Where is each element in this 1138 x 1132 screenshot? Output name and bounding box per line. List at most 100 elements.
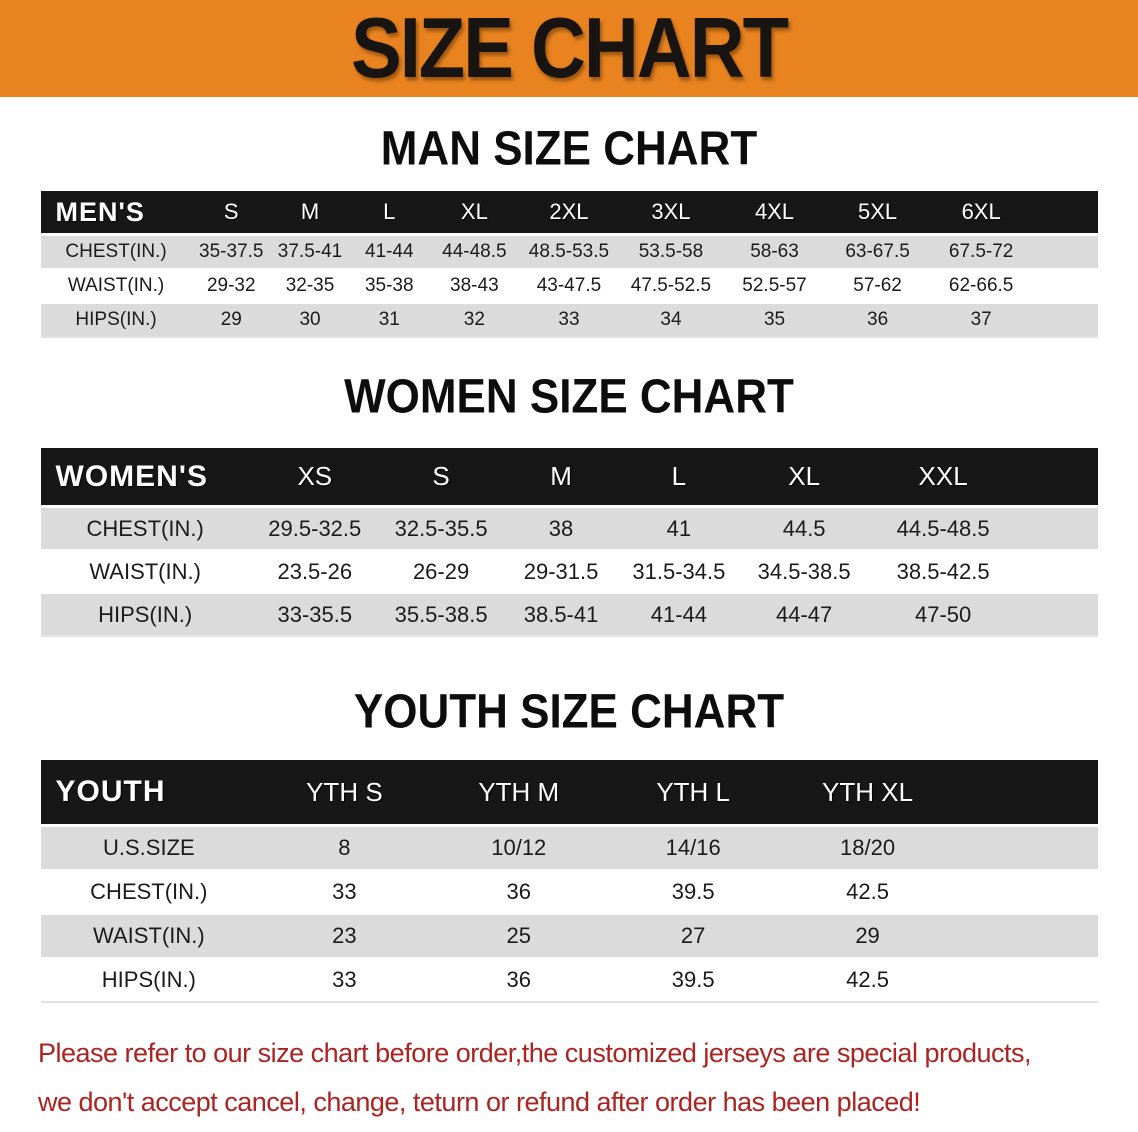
table-row: WAIST(IN.) 29-32 32-35 35-38 38-43 43-47.5 47.… [40, 270, 1098, 304]
measurement-value-cell: 35 [723, 304, 826, 338]
man-size-chart-section: MAN SIZE CHART MEN'S S M L XL 2XL 3XL 4XL 5XL 6XL C… [0, 121, 1138, 338]
measurement-value-cell: 41-44 [349, 236, 430, 270]
size-column-header: S [191, 191, 271, 236]
size-column-header: M [502, 448, 620, 508]
row-spacer-cell [1032, 304, 1098, 338]
youth-section-heading: YOUTH SIZE CHART [353, 684, 785, 739]
women-size-chart-section: WOMEN SIZE CHART WOMEN'S XS S M L XL XXL CHEST(I… [0, 370, 1138, 637]
measurement-value-cell: 29-32 [191, 270, 271, 304]
measurement-value-cell: 33-35.5 [249, 594, 380, 637]
measurement-value-cell: 41-44 [619, 594, 739, 637]
header-spacer-cell [954, 760, 1098, 827]
header-spacer-cell [1032, 191, 1098, 236]
table-row: WAIST(IN.) 23.5-26 26-29 29-31.5 31.5-34.5 34… [40, 551, 1098, 594]
row-spacer-cell [954, 959, 1098, 1003]
measurement-value-cell: 38.5-41 [502, 594, 620, 637]
measurement-value-cell: 29 [780, 915, 955, 959]
measurement-value-cell: 23.5-26 [249, 551, 380, 594]
row-spacer-cell [954, 827, 1098, 871]
row-spacer-cell [954, 871, 1098, 915]
size-column-header: XXL [870, 448, 1017, 508]
table-row: CHEST(IN.) 33 36 39.5 42.5 [40, 871, 1098, 915]
measurement-row-label: HIPS(IN.) [40, 594, 250, 637]
measurement-value-cell: 33 [257, 871, 432, 915]
table-row: WAIST(IN.) 23 25 27 29 [40, 915, 1098, 959]
table-header-row: MEN'S S M L XL 2XL 3XL 4XL 5XL 6XL [40, 191, 1098, 236]
measurement-value-cell: 32.5-35.5 [379, 508, 503, 551]
measurement-value-cell: 32 [429, 304, 520, 338]
measurement-value-cell: 35-37.5 [191, 236, 271, 270]
disclaimer-note: Please refer to our size chart before or… [38, 1029, 1100, 1127]
measurement-value-cell: 38.5-42.5 [870, 551, 1017, 594]
size-column-header: XS [249, 448, 380, 508]
youth-size-table: YOUTH YTH S YTH M YTH L YTH XL U.S.SIZE 8 10/12… [40, 760, 1098, 1003]
measurement-row-label: WAIST(IN.) [40, 270, 192, 304]
table-row: CHEST(IN.) 29.5-32.5 32.5-35.5 38 41 44.5 44.5… [40, 508, 1098, 551]
size-column-header: YTH S [257, 760, 432, 827]
women-table-category-label: WOMEN'S [40, 448, 250, 508]
man-size-table: MEN'S S M L XL 2XL 3XL 4XL 5XL 6XL CHEST(IN.) 35-37… [40, 191, 1098, 338]
row-spacer-cell [1032, 270, 1098, 304]
table-row: U.S.SIZE 8 10/12 14/16 18/20 [40, 827, 1098, 871]
measurement-value-cell: 35-38 [349, 270, 430, 304]
measurement-row-label: WAIST(IN.) [40, 915, 258, 959]
measurement-value-cell: 39.5 [605, 959, 781, 1003]
measurement-value-cell: 29 [191, 304, 271, 338]
measurement-value-cell: 31.5-34.5 [619, 551, 739, 594]
man-section-heading: MAN SIZE CHART [380, 121, 758, 176]
size-column-header: 2XL [519, 191, 619, 236]
disclaimer-line-2: we don't accept cancel, change, teturn o… [38, 1087, 921, 1117]
measurement-value-cell: 38-43 [429, 270, 520, 304]
measurement-value-cell: 10/12 [431, 827, 606, 871]
size-column-header: S [379, 448, 503, 508]
table-header-row: YOUTH YTH S YTH M YTH L YTH XL [40, 760, 1098, 827]
header-spacer-cell [1016, 448, 1098, 508]
measurement-value-cell: 34.5-38.5 [738, 551, 871, 594]
youth-table-category-label: YOUTH [40, 760, 258, 827]
measurement-value-cell: 47.5-52.5 [618, 270, 724, 304]
measurement-value-cell: 39.5 [605, 871, 781, 915]
size-column-header: XL [429, 191, 520, 236]
size-column-header: L [619, 448, 739, 508]
table-row: HIPS(IN.) 33 36 39.5 42.5 [40, 959, 1098, 1003]
row-spacer-cell [1016, 594, 1098, 637]
measurement-value-cell: 36 [431, 959, 606, 1003]
measurement-row-label: CHEST(IN.) [40, 871, 258, 915]
size-column-header: YTH M [431, 760, 606, 827]
measurement-value-cell: 63-67.5 [825, 236, 930, 270]
table-header-row: WOMEN'S XS S M L XL XXL [40, 448, 1098, 508]
measurement-value-cell: 42.5 [780, 959, 955, 1003]
measurement-value-cell: 18/20 [780, 827, 955, 871]
measurement-value-cell: 33 [257, 959, 432, 1003]
size-column-header: M [270, 191, 350, 236]
measurement-value-cell: 47-50 [870, 594, 1017, 637]
size-column-header: L [349, 191, 430, 236]
measurement-value-cell: 58-63 [723, 236, 826, 270]
measurement-value-cell: 52.5-57 [723, 270, 826, 304]
measurement-value-cell: 14/16 [605, 827, 781, 871]
measurement-value-cell: 38 [502, 508, 620, 551]
measurement-row-label: U.S.SIZE [40, 827, 258, 871]
measurement-value-cell: 27 [605, 915, 781, 959]
measurement-value-cell: 37.5-41 [270, 236, 350, 270]
measurement-value-cell: 44.5-48.5 [870, 508, 1017, 551]
measurement-value-cell: 44-47 [738, 594, 871, 637]
table-row: HIPS(IN.) 29 30 31 32 33 34 35 36 37 [40, 304, 1098, 338]
measurement-value-cell: 25 [431, 915, 606, 959]
row-spacer-cell [1016, 508, 1098, 551]
measurement-value-cell: 8 [257, 827, 432, 871]
measurement-row-label: CHEST(IN.) [40, 508, 250, 551]
measurement-value-cell: 48.5-53.5 [519, 236, 619, 270]
measurement-value-cell: 37 [929, 304, 1033, 338]
row-spacer-cell [954, 915, 1098, 959]
measurement-value-cell: 35.5-38.5 [379, 594, 503, 637]
measurement-value-cell: 32-35 [270, 270, 350, 304]
measurement-value-cell: 57-62 [825, 270, 930, 304]
measurement-value-cell: 34 [618, 304, 724, 338]
row-spacer-cell [1032, 236, 1098, 270]
size-column-header: 3XL [618, 191, 724, 236]
youth-size-chart-section: YOUTH SIZE CHART YOUTH YTH S YTH M YTH L YTH … [0, 684, 1138, 1003]
measurement-value-cell: 26-29 [379, 551, 503, 594]
measurement-value-cell: 29.5-32.5 [249, 508, 380, 551]
